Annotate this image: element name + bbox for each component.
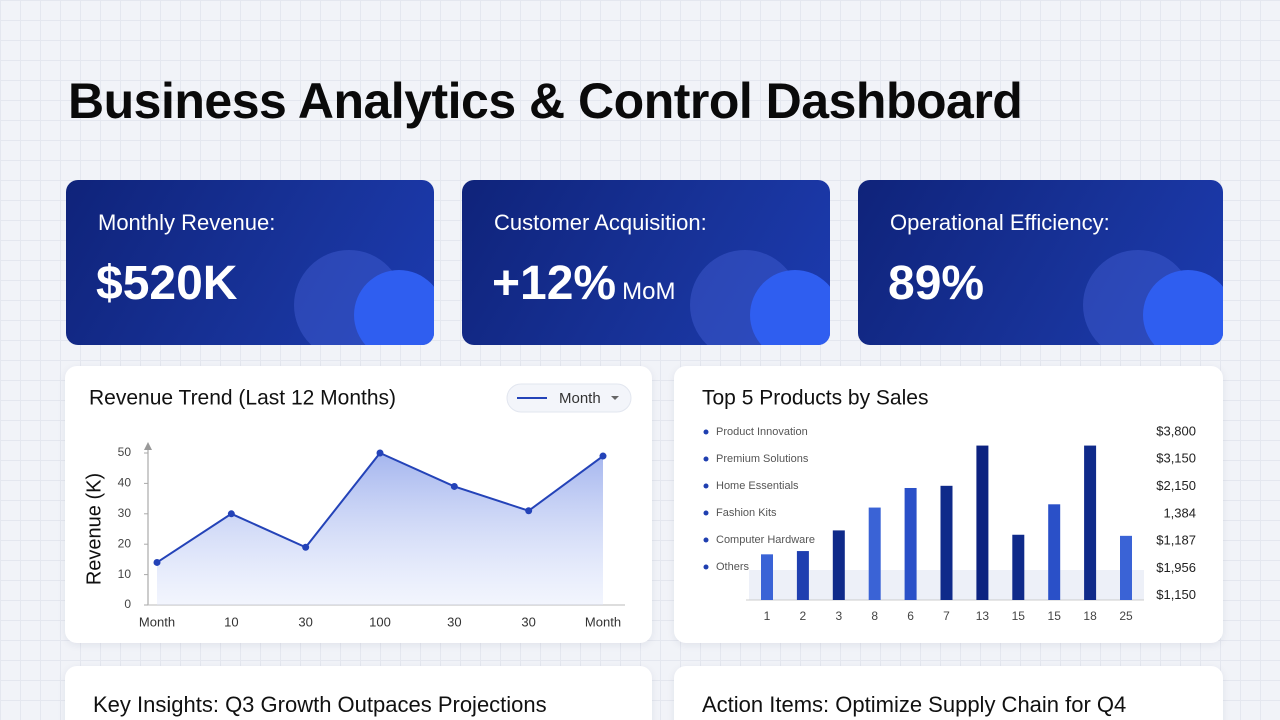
x-tick-label: 1: [764, 609, 771, 623]
chart-title: Top 5 Products by Sales: [702, 387, 928, 410]
bar-chart: Top 5 Products by Sales Product Innovatio…: [702, 387, 1196, 624]
line-point: [599, 452, 607, 460]
x-tick-label: 13: [976, 609, 990, 623]
bar: [1048, 504, 1061, 600]
x-tick-label: Month: [139, 614, 175, 629]
x-tick-label: 100: [369, 614, 391, 629]
x-tick-label: 2: [800, 609, 807, 623]
bar: [904, 487, 917, 600]
line-point: [525, 507, 533, 515]
legend-label: Product Innovation: [716, 426, 808, 438]
line-point: [302, 543, 310, 551]
legend-total: 1,384: [1163, 505, 1196, 520]
x-tick-label: 30: [521, 614, 535, 629]
legend-label: Others: [716, 561, 750, 573]
legend-total: $1,150: [1156, 587, 1196, 602]
chart-card: Revenue Trend (Last 12 Months) Month Reven…: [65, 366, 652, 643]
panel-title: Key Insights: Q3 Growth Outpaces Project…: [93, 692, 547, 717]
line-point: [227, 510, 235, 518]
legend-label: Premium Solutions: [716, 453, 809, 465]
x-tick-label: 30: [447, 614, 461, 629]
y-axis-label: Revenue (K): [83, 473, 105, 585]
dropdown[interactable]: [506, 383, 632, 413]
kpi-card: Operational Efficiency: 89%: [858, 180, 1223, 345]
y-tick-label: 20: [118, 536, 132, 550]
legend-dot: [703, 510, 709, 516]
kpi-value: 89%: [888, 257, 985, 310]
kpi-unit: MoM: [622, 278, 676, 305]
bar: [761, 554, 773, 600]
dropdown-caret: [611, 396, 619, 400]
kpi-number: +12%: [492, 257, 617, 310]
decor: [1143, 270, 1223, 345]
x-tick-label: 3: [835, 609, 842, 623]
legend-label: Fashion Kits: [716, 507, 777, 519]
kpi-label: Customer Acquisition:: [494, 210, 707, 235]
legend-total: $1,956: [1156, 560, 1196, 575]
bar: [832, 530, 845, 600]
kpi-card: Customer Acquisition: +12% MoM: [462, 180, 830, 345]
y-axis-arrow: [144, 442, 152, 450]
x-tick-label: 15: [1048, 609, 1062, 623]
x-tick-label: 30: [298, 614, 312, 629]
kpi-value: $520K: [96, 257, 238, 310]
x-tick-label: 8: [871, 609, 878, 623]
y-tick-label: 40: [118, 476, 132, 490]
y-tick-label: 10: [118, 567, 132, 581]
legend-label: Home Essentials: [716, 480, 799, 492]
y-tick-label: 30: [118, 506, 132, 520]
insight-panel: Key Insights: Q3 Growth Outpaces Project…: [65, 666, 652, 720]
line-area: [157, 453, 603, 605]
bar: [1084, 445, 1097, 600]
kpi-card: Monthly Revenue: $520K: [66, 180, 434, 345]
bar: [1012, 534, 1025, 600]
legend-dot: [703, 483, 709, 489]
y-tick-label: 0: [124, 597, 131, 611]
decor: [354, 270, 434, 345]
line-point: [376, 449, 384, 457]
line-point: [450, 482, 458, 490]
legend-total: $3,150: [1156, 451, 1196, 466]
legend-dot: [703, 429, 709, 435]
kpi-value: +12% MoM: [492, 256, 675, 311]
bar: [1120, 535, 1132, 600]
line-point: [153, 558, 161, 566]
line-chart: Revenue Trend (Last 12 Months) Month Reven…: [83, 383, 632, 629]
legend-dot: [703, 537, 709, 543]
x-tick-label: 25: [1119, 609, 1133, 623]
action-panel: Action Items: Optimize Supply Chain for …: [674, 666, 1223, 720]
decor: [750, 270, 830, 345]
x-tick-label: Month: [585, 614, 621, 629]
y-tick-label: 50: [118, 445, 132, 459]
legend-total: $2,150: [1156, 478, 1196, 493]
x-tick-label: 18: [1083, 609, 1097, 623]
legend-total: $1,187: [1156, 533, 1196, 548]
legend-dot: [703, 564, 709, 570]
kpi-label: Monthly Revenue:: [98, 210, 276, 235]
x-tick-label: 10: [224, 614, 238, 629]
legend-total: $3,800: [1156, 423, 1196, 438]
x-tick-label: 7: [943, 609, 950, 623]
legend-label: Computer Hardware: [716, 534, 815, 546]
bar: [868, 507, 881, 600]
x-tick-label: 6: [907, 609, 914, 623]
bar: [976, 445, 989, 600]
x-tick-label: 15: [1012, 609, 1026, 623]
chart-title: Revenue Trend (Last 12 Months): [89, 387, 396, 410]
page-title: Business Analytics & Control Dashboard: [68, 73, 1023, 129]
chart-card: Top 5 Products by Sales Product Innovatio…: [674, 366, 1223, 643]
bar: [940, 485, 953, 600]
dropdown-label: Month: [559, 390, 601, 407]
kpi-label: Operational Efficiency:: [890, 210, 1110, 235]
panel-title: Action Items: Optimize Supply Chain for …: [702, 692, 1127, 717]
bar: [796, 551, 809, 600]
legend-dot: [703, 456, 709, 462]
